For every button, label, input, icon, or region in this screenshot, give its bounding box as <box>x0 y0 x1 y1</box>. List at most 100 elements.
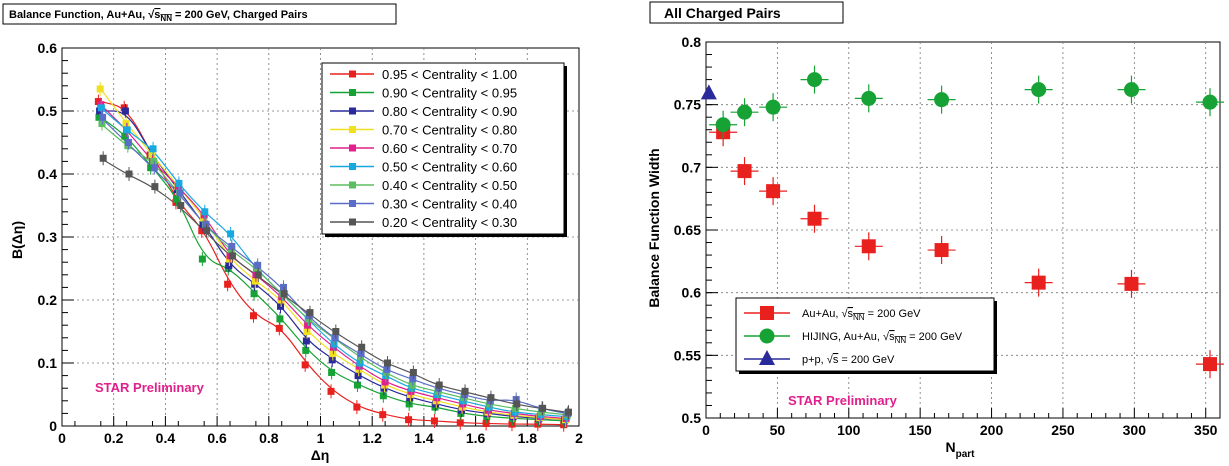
left-data-point <box>175 179 183 187</box>
left-y-axis-label: B(Δη) <box>9 221 25 259</box>
left-data-point <box>121 132 129 140</box>
left-legend: 0.95 < Centrality < 1.00 0.90 < Centralit… <box>321 62 567 237</box>
left-legend-marker <box>349 218 356 226</box>
left-legend-marker <box>349 107 356 115</box>
left-legend-label: 0.80 < Centrality < 0.90 <box>382 104 517 119</box>
left-data-point <box>461 387 469 395</box>
left-data-point <box>99 154 107 162</box>
right-legend-shadow-r <box>994 301 997 374</box>
left-data-point <box>358 343 366 351</box>
left-data-point <box>122 120 130 128</box>
right-square-point <box>934 243 949 258</box>
left-y-tick-label: 0.4 <box>38 166 58 182</box>
right-x-tick-label: 250 <box>1051 422 1075 438</box>
right-circle-point <box>1031 82 1047 98</box>
right-circle-point <box>861 90 877 106</box>
left-data-point <box>149 145 157 153</box>
left-y-tick-label: 0.3 <box>38 229 58 245</box>
sqrt-symbol: √ <box>841 308 848 320</box>
left-data-point <box>150 157 158 165</box>
left-axes: 0 0.2 0.4 0.6 0.8 1 1.2 1.4 1.6 1.8 2 0 0.1 0.2 0.3 0.4… <box>38 40 584 446</box>
left-x-tick-label: 1.2 <box>362 430 382 446</box>
right-chart-title: All Charged Pairs <box>664 5 781 21</box>
left-legend-label: 0.70 < Centrality < 0.80 <box>382 123 517 138</box>
right-legend-label-suffix: = 200 GeV <box>906 331 963 343</box>
left-legend-shadow-b <box>325 234 567 237</box>
right-x-tick-label: 50 <box>770 422 786 438</box>
left-data-point <box>254 271 262 279</box>
left-data-point <box>303 328 311 335</box>
left-data-point <box>383 365 391 373</box>
left-data-point <box>560 421 568 429</box>
right-x-axis-label: Npart <box>945 439 975 460</box>
left-data-point <box>331 334 339 342</box>
left-data-point <box>482 419 490 427</box>
left-data-point <box>330 340 338 348</box>
left-annotation: STAR Preliminary <box>95 380 205 395</box>
right-legend-label-s: s <box>848 308 854 320</box>
left-data-point <box>121 107 129 115</box>
left-legend-marker <box>349 163 356 170</box>
right-data-points <box>700 65 1225 379</box>
left-data-point <box>125 170 133 178</box>
left-legend-marker <box>349 70 356 78</box>
left-legend-label: 0.95 < Centrality < 1.00 <box>382 67 517 82</box>
left-y-tick-label: 0.1 <box>38 355 58 371</box>
left-legend-marker <box>349 126 356 133</box>
left-data-point <box>124 139 132 146</box>
left-data-point <box>173 195 181 203</box>
left-data-point <box>537 408 545 416</box>
left-data-point <box>228 242 236 250</box>
left-data-point <box>408 381 416 389</box>
right-square-point <box>766 184 781 199</box>
left-x-tick-label: 0 <box>58 430 66 446</box>
right-x-tick-label: 150 <box>908 422 932 438</box>
left-data-point <box>353 381 361 389</box>
right-y-tick-label: 0.8 <box>682 34 702 50</box>
left-data-point <box>381 378 389 386</box>
left-data-point <box>151 183 159 191</box>
right-y-tick-label: 0.6 <box>682 285 702 301</box>
left-data-point <box>123 126 131 134</box>
left-data-point <box>512 404 520 412</box>
left-data-point <box>147 164 155 172</box>
left-legend-shadow-r <box>564 66 567 237</box>
left-data-point <box>251 277 259 285</box>
left-data-points <box>94 81 572 432</box>
left-data-point <box>276 315 284 323</box>
right-title-box <box>649 1 844 24</box>
left-data-point <box>302 337 310 345</box>
right-circle-point <box>807 72 823 88</box>
left-x-tick-label: 1.8 <box>518 430 538 446</box>
right-square-point <box>1203 357 1218 372</box>
left-data-point <box>96 85 104 93</box>
left-data-point <box>280 283 288 291</box>
left-data-point <box>508 420 516 428</box>
right-circle-point <box>715 117 731 133</box>
right-legend-marker <box>760 306 774 320</box>
right-square-point <box>861 239 876 254</box>
left-x-tick-label: 1.4 <box>414 430 434 446</box>
left-x-tick-label: 0.6 <box>207 430 227 446</box>
left-data-point <box>354 372 362 380</box>
left-data-point <box>534 420 542 428</box>
left-data-point <box>328 356 336 364</box>
right-legend-marker <box>759 350 775 365</box>
right-circle-point <box>934 92 950 108</box>
right-annotation: STAR Preliminary <box>788 393 898 408</box>
right-square-point <box>1031 275 1046 290</box>
left-data-point <box>277 302 285 310</box>
left-x-axis-label: Δη <box>311 447 330 463</box>
left-x-tick-label: 2 <box>575 430 583 446</box>
right-y-tick-label: 0.5 <box>682 410 702 426</box>
left-legend-marker <box>349 200 356 207</box>
left-data-point <box>250 290 258 298</box>
left-data-point <box>177 202 185 209</box>
left-data-point <box>198 227 206 235</box>
left-legend-label: 0.60 < Centrality < 0.70 <box>382 141 517 156</box>
left-data-point <box>176 189 184 197</box>
right-legend-label: Au+Au, √sNN = 200 GeV <box>802 308 921 322</box>
left-data-point <box>430 417 438 425</box>
